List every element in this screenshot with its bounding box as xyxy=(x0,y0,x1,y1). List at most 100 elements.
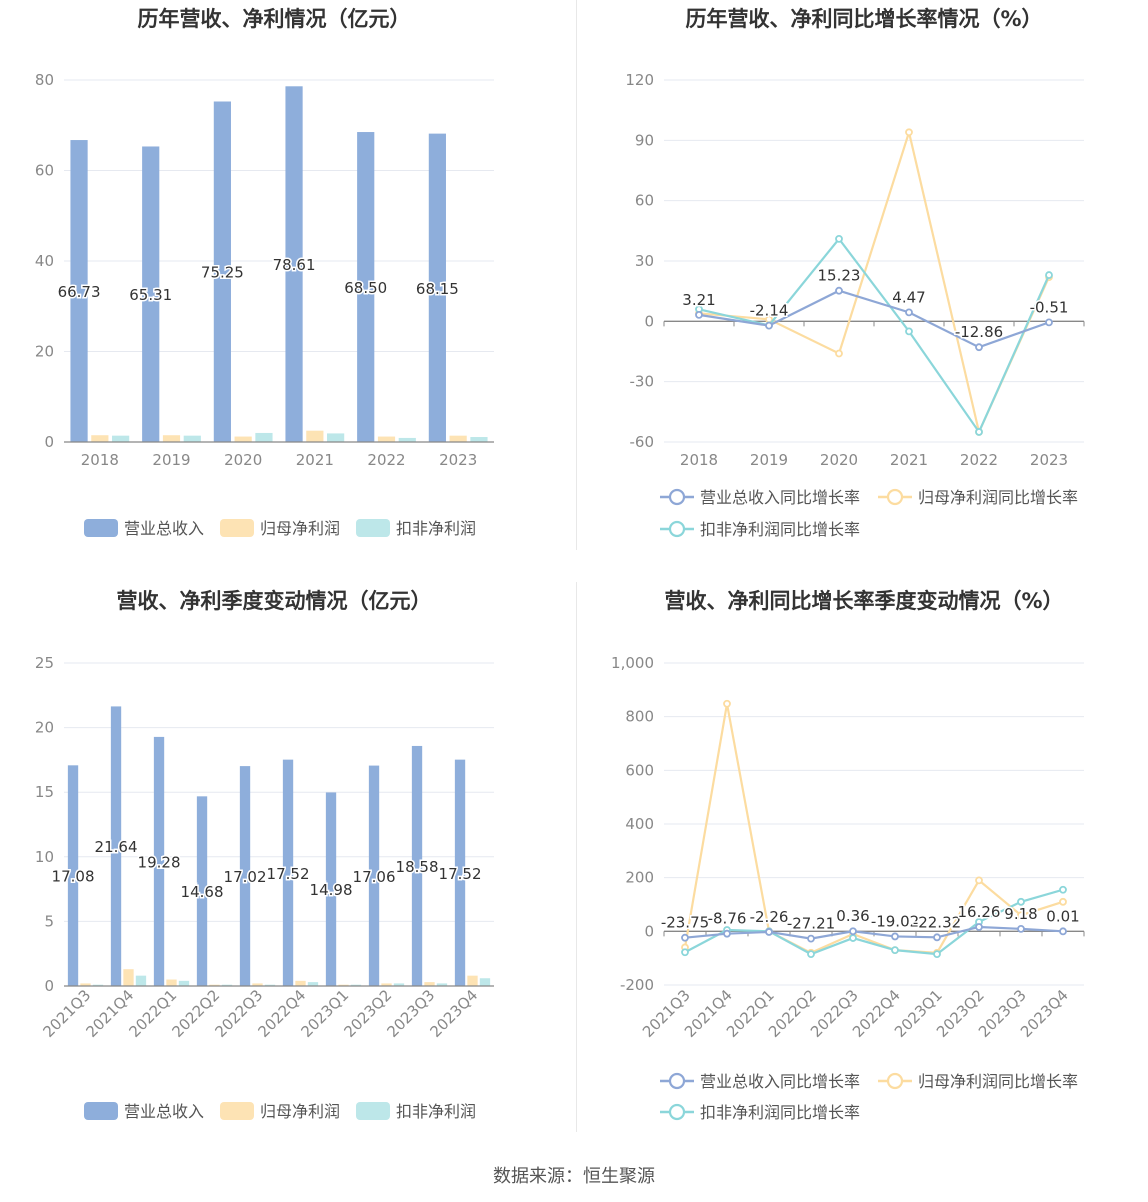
chart3-point-扣非净利润同比增长率-2021Q3 xyxy=(681,948,689,957)
chart2-bar-扣非净利润-2022Q1 xyxy=(178,980,190,986)
chart0-data-label: 78.61 xyxy=(273,256,316,274)
chart2-data-label: 17.52 xyxy=(267,865,310,883)
chart0-bar-归母净利润-2019 xyxy=(162,435,181,442)
chart2-bar-归母净利润-2021Q3 xyxy=(80,983,91,986)
chart3-point-归母净利润同比增长率-2023Q4 xyxy=(1059,897,1067,906)
chart3-data-label: 0.01 xyxy=(1046,907,1079,925)
chart2-legend-label: 营业总收入 xyxy=(124,1102,204,1121)
chart1-legend-label: 营业总收入同比增长率 xyxy=(700,488,860,507)
chart0-legend-swatch xyxy=(220,519,254,537)
chart3-point-扣非净利润同比增长率-2023Q4 xyxy=(1059,885,1067,894)
chart3-point-营业总收入同比增长率-2022Q3 xyxy=(849,927,857,936)
chart3-y-tick-label: 200 xyxy=(625,869,654,887)
chart0-bar-营业总收入-2022 xyxy=(357,132,375,442)
chart0-bar-营业总收入-2018 xyxy=(70,140,88,442)
chart2-y-tick-label: 0 xyxy=(44,977,54,995)
chart1-y-tick-label: 60 xyxy=(635,192,654,210)
chart2-bar-营业总收入-2023Q1 xyxy=(325,792,337,986)
chart0-bar-归母净利润-2023 xyxy=(449,435,467,442)
chart2-bar-营业总收入-2023Q3 xyxy=(411,745,423,986)
chart1-y-tick-label: -30 xyxy=(630,373,655,391)
chart0-data-label: 68.50 xyxy=(344,279,387,297)
chart3-y-tick-label: 0 xyxy=(644,922,654,940)
chart0-bar-扣非净利润-2023 xyxy=(470,437,488,442)
chart0-legend-swatch xyxy=(356,519,390,537)
chart1-data-label: 4.47 xyxy=(892,288,925,306)
chart3-legend-label: 归母净利润同比增长率 xyxy=(918,1072,1078,1091)
chart1-x-tick-label: 2022 xyxy=(960,451,998,469)
chart1-legend-label: 扣非净利润同比增长率 xyxy=(700,520,860,539)
chart2-x-tick-label: 2023Q4 xyxy=(427,986,482,1041)
chart1-point-归母净利润同比增长率-2021 xyxy=(905,128,913,137)
chart3-point-扣非净利润同比增长率-2023Q1 xyxy=(933,950,941,959)
chart3-legend-swatch-marker xyxy=(668,1072,686,1090)
chart1-x-tick-label: 2021 xyxy=(890,451,928,469)
chart3-point-营业总收入同比增长率-2023Q3 xyxy=(1017,924,1025,933)
chart3-y-tick-label: 1,000 xyxy=(611,654,654,672)
chart1-legend-label: 归母净利润同比增长率 xyxy=(918,488,1078,507)
chart1-x-tick-label: 2018 xyxy=(680,451,718,469)
chart0-y-tick-label: 60 xyxy=(35,162,54,180)
chart2-y-tick-label: 25 xyxy=(35,654,54,672)
chart2-bar-营业总收入-2022Q4 xyxy=(282,759,294,986)
chart1-point-扣非净利润同比增长率-2021 xyxy=(905,327,913,336)
chart0-x-tick-label: 2020 xyxy=(224,451,262,469)
chart3-point-归母净利润同比增长率-2023Q3 xyxy=(1017,911,1025,920)
chart3-data-label: -8.76 xyxy=(708,910,747,928)
chart2-bar-营业总收入-2022Q1 xyxy=(153,736,165,986)
chart1-line-扣非净利润同比增长率 xyxy=(698,237,1051,435)
chart1-line-归母净利润同比增长率 xyxy=(698,128,1051,436)
chart2-legend-label: 扣非净利润 xyxy=(396,1102,476,1121)
chart1-data-label: -0.51 xyxy=(1030,298,1069,316)
chart1-point-扣非净利润同比增长率-2023 xyxy=(1045,271,1053,279)
quarterly-growth-rate-chart: 营收、净利同比增长率季度变动情况（%） -200 0 200 400 600 800 1,00… xyxy=(574,580,1148,1150)
chart0-bar-扣非净利润-2021 xyxy=(327,433,345,442)
chart3-y-tick-label: 400 xyxy=(625,815,654,833)
chart0-x-tick-label: 2019 xyxy=(152,451,190,469)
chart2-bar-归母净利润-2022Q1 xyxy=(166,979,177,986)
chart2-bar-归母净利润-2023Q4 xyxy=(467,975,478,986)
chart3-data-label: -19.02 xyxy=(871,912,919,930)
chart3-point-营业总收入同比增长率-2022Q2 xyxy=(807,934,815,943)
chart2-data-label: 14.68 xyxy=(181,883,224,901)
chart2-bar-营业总收入-2022Q3 xyxy=(239,766,251,986)
chart2-data-label: 19.28 xyxy=(138,853,181,871)
chart2-data-label: 14.98 xyxy=(310,881,353,899)
chart1-legend-swatch-marker xyxy=(886,488,904,506)
chart0-bar-扣非净利润-2019 xyxy=(183,435,201,442)
chart3-data-label: -27.21 xyxy=(787,915,835,933)
chart2-data-label: 17.06 xyxy=(353,868,396,886)
chart0-bar-归母净利润-2018 xyxy=(91,435,109,442)
chart2-y-tick-label: 10 xyxy=(35,848,54,866)
chart0-y-tick-label: 20 xyxy=(35,343,54,361)
chart2-legend-swatch xyxy=(84,1102,118,1120)
chart3-line-营业总收入同比增长率 xyxy=(684,925,1064,940)
chart0-bar-营业总收入-2019 xyxy=(142,146,160,443)
chart1-point-归母净利润同比增长率-2020 xyxy=(835,349,843,358)
chart0-bar-扣非净利润-2020 xyxy=(255,432,273,442)
chart3-point-营业总收入同比增长率-2021Q4 xyxy=(723,929,731,938)
chart0-x-tick-label: 2023 xyxy=(439,451,477,469)
chart1-legend-swatch-marker xyxy=(668,520,686,538)
chart0-legend-label: 营业总收入 xyxy=(124,519,204,538)
chart2-bar-营业总收入-2021Q4 xyxy=(110,706,122,986)
chart0-data-label: 75.25 xyxy=(201,264,244,282)
chart3-point-营业总收入同比增长率-2022Q1 xyxy=(765,928,773,936)
chart0-bar-归母净利润-2022 xyxy=(377,436,396,442)
chart2-bar-扣非净利润-2023Q3 xyxy=(436,983,448,986)
chart1-point-扣非净利润同比增长率-2020 xyxy=(835,234,843,243)
chart2-bar-营业总收入-2022Q2 xyxy=(196,796,208,986)
chart0-legend-label: 扣非净利润 xyxy=(396,519,476,538)
chart3-data-label: 0.36 xyxy=(836,907,869,925)
chart0-y-tick-label: 40 xyxy=(35,252,54,270)
chart1-point-扣非净利润同比增长率-2022 xyxy=(975,428,983,436)
annual-growth-rate-chart: 历年营收、净利同比增长率情况（%） -60 -30 0 30 60 90 120 2018 201… xyxy=(574,0,1148,580)
data-source: 数据来源：恒生聚源 xyxy=(493,1166,655,1187)
chart2-bar-扣非净利润-2021Q4 xyxy=(135,975,147,986)
vertical-divider-top xyxy=(576,0,577,550)
chart2-bar-营业总收入-2021Q3 xyxy=(67,765,79,986)
chart1-y-tick-label: 30 xyxy=(635,252,654,270)
chart3-point-扣非净利润同比增长率-2023Q3 xyxy=(1017,897,1025,906)
chart2-y-tick-label: 20 xyxy=(35,719,54,737)
chart2-legend-label: 归母净利润 xyxy=(260,1102,340,1121)
